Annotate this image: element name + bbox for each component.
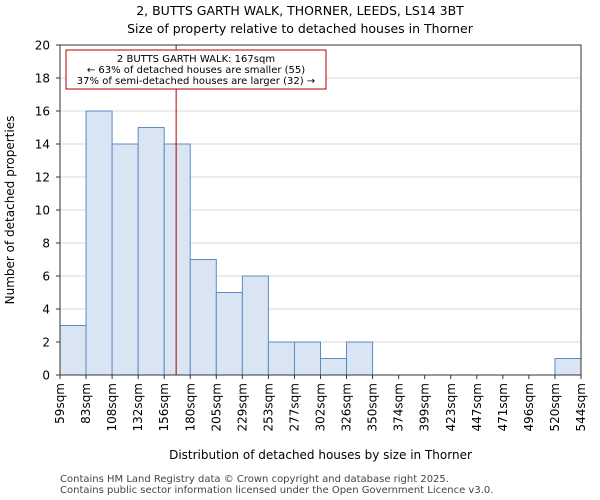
x-tick-label: 350sqm <box>366 383 380 431</box>
histogram-bar <box>268 342 294 375</box>
footer-line: Contains HM Land Registry data © Crown c… <box>60 474 493 485</box>
y-axis-label: Number of detached properties <box>3 116 17 305</box>
annotation-line: 2 BUTTS GARTH WALK: 167sqm <box>117 54 275 65</box>
y-tick-label: 14 <box>35 138 50 152</box>
x-tick-label: 156sqm <box>157 383 171 431</box>
x-tick-label: 253sqm <box>261 383 275 431</box>
x-tick-label: 108sqm <box>105 383 119 431</box>
histogram-bar <box>242 276 268 375</box>
histogram-bar <box>164 144 190 375</box>
x-tick-label: 302sqm <box>314 383 328 431</box>
x-tick-label: 399sqm <box>418 383 432 431</box>
y-tick-label: 10 <box>35 204 50 218</box>
annotation-line: ← 63% of detached houses are smaller (55… <box>87 65 305 76</box>
x-tick-label: 326sqm <box>340 383 354 431</box>
x-tick-label: 520sqm <box>548 383 562 431</box>
x-tick-label: 59sqm <box>53 383 67 424</box>
annotation-line: 37% of semi-detached houses are larger (… <box>77 76 315 87</box>
histogram-bar <box>60 326 86 376</box>
y-tick-label: 20 <box>35 39 50 53</box>
y-tick-label: 6 <box>42 270 50 284</box>
footer-line: Contains public sector information licen… <box>60 485 493 496</box>
x-tick-label: 423sqm <box>444 383 458 431</box>
y-tick-label: 8 <box>42 237 50 251</box>
y-tick-label: 12 <box>35 171 50 185</box>
y-ticks: 0 2 4 6 8 10 12 14 16 18 20 <box>35 39 60 383</box>
x-tick-label: 180sqm <box>183 383 197 431</box>
histogram-bar <box>347 342 373 375</box>
y-tick-label: 4 <box>42 303 50 317</box>
x-tick-label: 277sqm <box>287 383 301 431</box>
histogram-chart: 0 2 4 6 8 10 12 14 16 18 20 59sqm 83sqm 108sqm 132sqm… <box>0 0 600 470</box>
x-tick-label: 229sqm <box>235 383 249 431</box>
histogram-bar <box>216 293 242 376</box>
chart-page: 2, BUTTS GARTH WALK, THORNER, LEEDS, LS1… <box>0 0 600 500</box>
x-tick-label: 132sqm <box>131 383 145 431</box>
x-tick-label: 83sqm <box>79 383 93 424</box>
histogram-bar <box>321 359 347 376</box>
histogram-bar <box>555 359 581 376</box>
histogram-bar <box>190 260 216 376</box>
histogram-bar <box>294 342 320 375</box>
y-tick-label: 18 <box>35 72 50 86</box>
y-tick-label: 2 <box>42 336 50 350</box>
x-ticks: 59sqm 83sqm 108sqm 132sqm 156sqm 180sqm 205sqm… <box>53 375 588 431</box>
histogram-bar <box>86 111 112 375</box>
marker-annotation: 2 BUTTS GARTH WALK: 167sqm ← 63% of deta… <box>66 50 326 89</box>
x-tick-label: 496sqm <box>522 383 536 431</box>
histogram-bar <box>138 128 164 376</box>
x-tick-label: 471sqm <box>496 383 510 431</box>
x-tick-label: 374sqm <box>392 383 406 431</box>
x-axis-label: Distribution of detached houses by size … <box>169 448 472 462</box>
x-tick-label: 205sqm <box>209 383 223 431</box>
x-tick-label: 544sqm <box>574 383 588 431</box>
footer: Contains HM Land Registry data © Crown c… <box>60 474 493 496</box>
y-tick-label: 16 <box>35 105 50 119</box>
y-tick-label: 0 <box>42 369 50 383</box>
x-tick-label: 447sqm <box>470 383 484 431</box>
histogram-bar <box>112 144 138 375</box>
